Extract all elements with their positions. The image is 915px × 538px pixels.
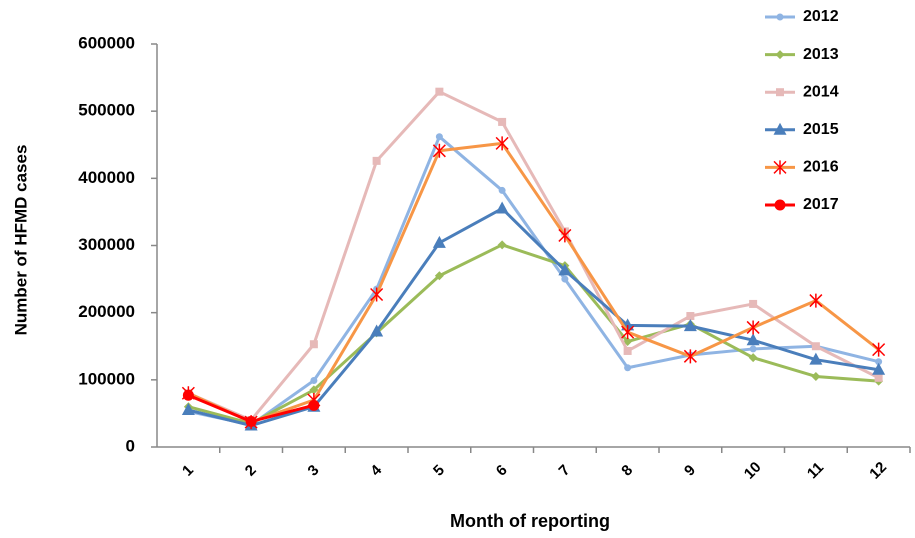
marker [182, 389, 194, 401]
marker [308, 399, 320, 411]
marker [872, 362, 886, 375]
legend-label: 2014 [803, 83, 839, 100]
y-axis-title: Number of HFMD cases [11, 145, 30, 336]
legend-marker [775, 50, 785, 60]
marker [370, 287, 384, 302]
marker [245, 415, 257, 427]
marker [561, 275, 569, 283]
marker [809, 352, 823, 365]
x-tick-label: 4 [367, 461, 385, 479]
marker [746, 320, 760, 335]
series-line [187, 90, 880, 422]
legend-marker [776, 88, 784, 97]
x-tick-label: 3 [305, 462, 323, 480]
marker [811, 342, 820, 351]
y-tick-label: 500000 [78, 101, 135, 120]
y-tick-label: 600000 [78, 33, 135, 52]
marker [749, 345, 757, 353]
x-tick-label: 5 [430, 462, 448, 480]
x-tick-label: 7 [556, 462, 574, 480]
x-tick-label: 1 [179, 462, 197, 480]
marker [498, 117, 507, 126]
marker [683, 349, 697, 364]
legend-label: 2015 [803, 121, 839, 138]
legend-label: 2013 [803, 46, 839, 63]
marker [874, 373, 883, 382]
marker [309, 340, 318, 349]
series-line [187, 141, 880, 424]
marker [686, 312, 695, 321]
marker [623, 346, 632, 355]
x-tick-label: 2 [242, 462, 260, 480]
legend-label: 2012 [803, 8, 839, 25]
y-tick-label: 300000 [78, 235, 135, 254]
marker [875, 358, 883, 366]
marker [809, 293, 823, 308]
marker [432, 143, 446, 158]
marker [624, 364, 632, 372]
y-tick-label: 0 [126, 436, 135, 455]
marker [497, 240, 507, 250]
legend-marker [773, 160, 787, 175]
marker [495, 136, 509, 151]
marker [435, 87, 444, 96]
marker [749, 299, 758, 308]
x-tick-label: 10 [741, 459, 765, 483]
series [181, 136, 886, 430]
legend-label: 2016 [803, 159, 839, 176]
marker [434, 271, 444, 281]
x-tick-label: 9 [681, 462, 699, 480]
marker [748, 353, 758, 363]
marker [370, 324, 384, 337]
y-tick-label: 200000 [78, 302, 135, 321]
series [182, 389, 320, 427]
marker [811, 371, 821, 381]
y-tick-label: 100000 [78, 369, 135, 388]
marker [621, 325, 635, 340]
marker [432, 235, 446, 248]
x-tick-label: 12 [866, 459, 890, 483]
marker [872, 342, 886, 357]
series-line [188, 207, 879, 428]
marker [683, 319, 697, 332]
legend-marker [773, 122, 787, 135]
marker [495, 201, 509, 214]
series-line [187, 243, 879, 425]
marker [372, 156, 381, 165]
marker [181, 403, 195, 416]
series-line [188, 135, 879, 427]
marker [310, 377, 318, 385]
y-tick-label: 400000 [78, 168, 135, 187]
legend-marker [776, 13, 784, 21]
x-axis-title: Month of reporting [450, 511, 610, 531]
x-tick-label: 11 [804, 459, 827, 482]
x-tick-label: 8 [618, 462, 636, 480]
marker [558, 228, 572, 243]
legend-marker [774, 199, 786, 211]
marker [746, 333, 760, 346]
marker [498, 186, 506, 194]
marker [558, 263, 572, 276]
marker [435, 133, 443, 141]
x-tick-label: 6 [493, 462, 511, 480]
legend-label: 2017 [803, 196, 839, 213]
marker [309, 385, 319, 395]
